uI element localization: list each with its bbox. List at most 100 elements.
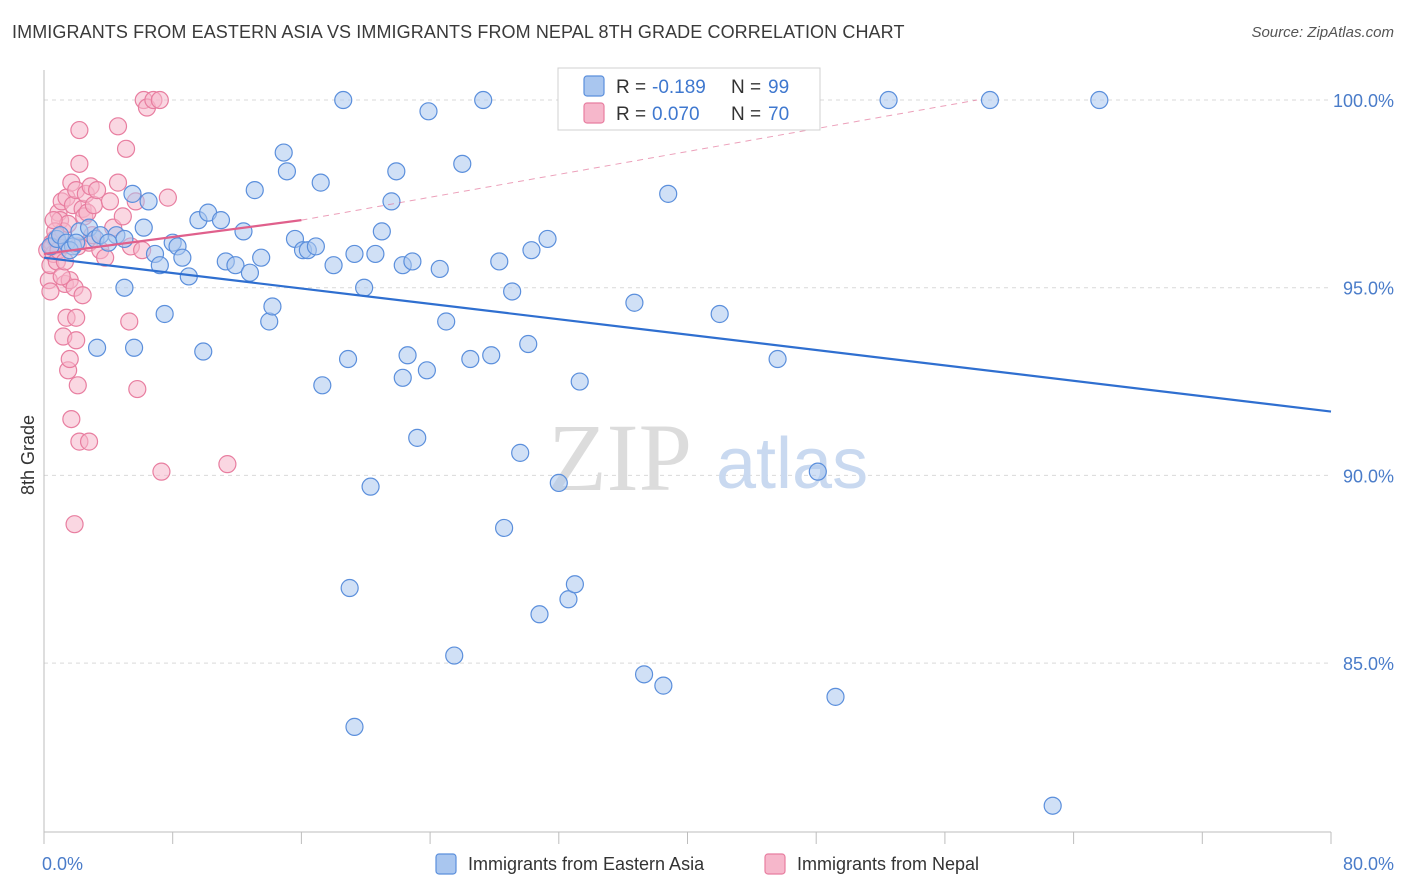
- eastern-asia-point-64: [495, 518, 514, 538]
- eastern-asia-point-94: [313, 376, 332, 395]
- stats-blue-r-value: -0.189: [652, 77, 706, 98]
- eastern-asia-point-89: [87, 338, 107, 357]
- eastern-asia-point-61: [474, 90, 493, 110]
- source-label: Source: ZipAtlas.com: [1251, 24, 1394, 41]
- watermark-zip: ZIP: [548, 404, 692, 511]
- stats-blue-r-label: R =: [616, 77, 646, 98]
- eastern-asia-point-43: [338, 349, 358, 369]
- eastern-asia-point-76: [634, 665, 654, 684]
- eastern-asia-point-96: [345, 717, 364, 736]
- eastern-asia-point-33: [263, 297, 282, 316]
- eastern-asia-point-58: [445, 646, 464, 665]
- eastern-asia-point-32: [260, 312, 279, 331]
- eastern-asia-point-15: [134, 218, 153, 237]
- trend-lines: [43, 99, 1332, 413]
- eastern-asia-point-90: [115, 278, 134, 297]
- eastern-asia-point-56: [430, 259, 449, 279]
- legend-pink-swatch: [764, 853, 786, 875]
- eastern-asia-point-88: [1090, 90, 1109, 110]
- nepal-point-47: [62, 409, 81, 429]
- eastern-asia-point-93: [194, 342, 213, 361]
- eastern-asia-point-68: [522, 241, 541, 260]
- nepal-points: [38, 90, 237, 534]
- eastern-asia-point-45: [355, 278, 374, 297]
- eastern-asia-trend-line: [43, 256, 1332, 413]
- eastern-asia-point-25: [211, 211, 231, 230]
- stats-pink-n-value: 70: [768, 104, 789, 125]
- nepal-point-42: [150, 90, 169, 110]
- eastern-asia-point-54: [408, 428, 427, 447]
- stats-pink-r-label: R =: [616, 104, 646, 125]
- eastern-asia-point-74: [570, 372, 589, 391]
- stats-blue-swatch: [583, 75, 605, 97]
- eastern-asia-point-72: [559, 590, 578, 609]
- eastern-asia-point-66: [511, 443, 530, 462]
- eastern-asia-point-18: [150, 256, 169, 275]
- eastern-asia-point-70: [538, 229, 557, 249]
- nepal-point-67: [108, 117, 128, 136]
- bottom-legend: Immigrants from Eastern Asia Immigrants …: [435, 853, 979, 875]
- eastern-asia-point-82: [768, 349, 787, 369]
- stats-blue-n-value: 99: [768, 77, 789, 98]
- y-tick-label-1: 95.0%: [1343, 279, 1394, 299]
- x-tick-label-right: 80.0%: [1343, 854, 1394, 874]
- x-axis-ticks: [43, 832, 1332, 844]
- eastern-asia-point-95: [340, 578, 359, 598]
- nepal-point-54: [120, 312, 139, 331]
- x-tick-label-left: 0.0%: [42, 854, 83, 874]
- nepal-point-69: [44, 211, 63, 230]
- nepal-point-46: [60, 349, 79, 369]
- legend-blue-swatch: [435, 853, 457, 875]
- nepal-point-35: [113, 207, 132, 226]
- nepal-point-29: [87, 181, 107, 200]
- eastern-asia-point-46: [361, 477, 380, 496]
- eastern-asia-point-49: [382, 192, 401, 211]
- eastern-asia-point-69: [530, 605, 549, 624]
- eastern-asia-point-30: [245, 181, 264, 200]
- nepal-point-59: [41, 282, 60, 301]
- eastern-asia-point-63: [490, 252, 509, 271]
- eastern-asia-point-97: [393, 368, 412, 387]
- nepal-point-66: [70, 120, 89, 140]
- nepal-point-63: [52, 267, 71, 286]
- eastern-asia-point-85: [879, 90, 898, 110]
- eastern-asia-point-50: [387, 162, 406, 181]
- eastern-asia-point-41: [324, 256, 343, 275]
- eastern-asia-point-78: [654, 676, 673, 695]
- stats-pink-n-label: N =: [731, 104, 761, 125]
- eastern-asia-points: [41, 90, 1109, 815]
- watermark-atlas: atlas: [716, 424, 868, 504]
- eastern-asia-point-11: [67, 233, 86, 252]
- eastern-asia-point-52: [398, 346, 417, 365]
- eastern-asia-point-84: [826, 687, 845, 706]
- eastern-asia-point-79: [659, 184, 678, 203]
- eastern-asia-point-59: [453, 154, 472, 173]
- eastern-asia-point-80: [710, 304, 729, 324]
- eastern-asia-point-98: [419, 102, 438, 121]
- eastern-asia-point-62: [482, 346, 501, 365]
- y-axis-tick-labels: 100.0% 95.0% 90.0% 85.0%: [1333, 91, 1394, 674]
- nepal-point-43: [158, 188, 177, 207]
- stats-blue-n-label: N =: [731, 77, 761, 98]
- nepal-point-55: [128, 379, 147, 399]
- eastern-asia-point-14: [123, 184, 142, 203]
- nepal-point-53: [65, 515, 84, 534]
- eastern-asia-point-55: [417, 361, 436, 380]
- eastern-asia-point-40: [311, 173, 330, 192]
- eastern-asia-point-27: [226, 256, 245, 275]
- stats-pink-r-value: 0.070: [652, 104, 700, 125]
- nepal-point-20: [70, 154, 89, 173]
- eastern-asia-point-39: [306, 237, 325, 256]
- eastern-asia-point-28: [234, 222, 253, 241]
- nepal-point-34: [108, 173, 128, 192]
- nepal-point-52: [79, 432, 99, 451]
- eastern-asia-point-31: [252, 248, 271, 267]
- grid-lines: [44, 99, 1331, 664]
- nepal-point-56: [152, 462, 171, 481]
- eastern-asia-point-35: [277, 162, 297, 181]
- legend-pink-label: Immigrants from Nepal: [797, 854, 979, 874]
- eastern-asia-point-53: [403, 252, 422, 271]
- y-tick-label-2: 90.0%: [1343, 466, 1394, 486]
- eastern-asia-point-86: [980, 90, 1000, 110]
